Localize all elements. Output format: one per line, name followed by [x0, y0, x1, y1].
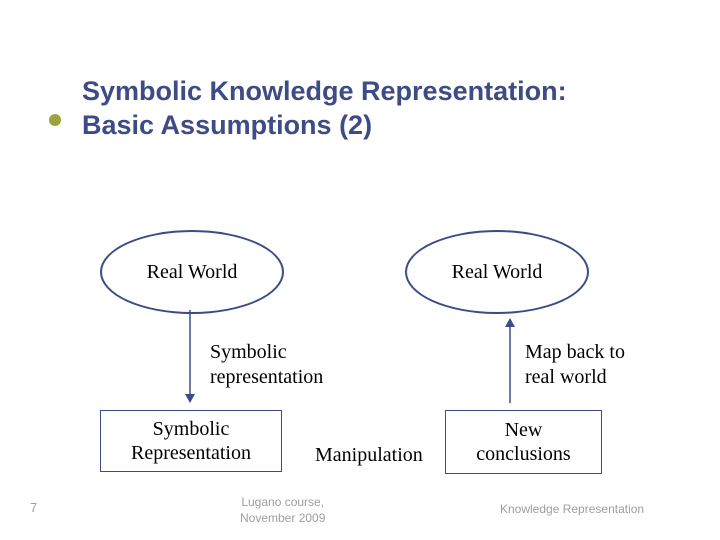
title-bullet — [49, 114, 61, 126]
ellipse-label: Real World — [452, 261, 543, 284]
label-map-back: Map back toreal world — [525, 340, 625, 390]
arrow-down — [180, 300, 200, 413]
slide: Symbolic Knowledge Representation: Basic… — [0, 0, 720, 540]
rect-label: Newconclusions — [476, 418, 570, 466]
rect-symbolic-representation: SymbolicRepresentation — [100, 410, 282, 472]
slide-number: 7 — [30, 500, 37, 515]
arrow-up — [500, 308, 520, 413]
title-line-2: Basic Assumptions (2) — [82, 110, 372, 140]
title-line-1: Symbolic Knowledge Representation: — [82, 76, 567, 106]
rect-new-conclusions: Newconclusions — [445, 410, 602, 474]
slide-title: Symbolic Knowledge Representation: Basic… — [82, 75, 567, 143]
label-manipulation: Manipulation — [315, 443, 423, 468]
ellipse-label: Real World — [147, 261, 238, 284]
rect-label: SymbolicRepresentation — [131, 417, 251, 465]
ellipse-real-world-right: Real World — [405, 230, 589, 314]
footer-center: Lugano course, November 2009 — [240, 495, 325, 526]
footer-right: Knowledge Representation — [500, 502, 644, 516]
label-symbolic-representation: Symbolicrepresentation — [210, 340, 323, 390]
